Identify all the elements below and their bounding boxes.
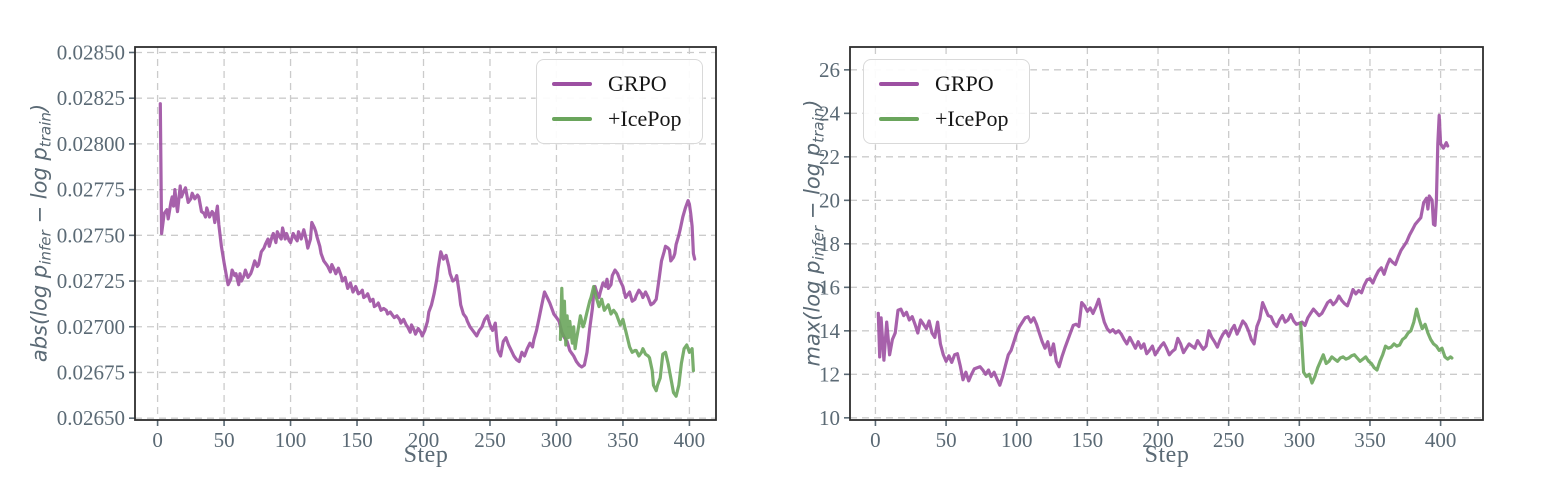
x-axis-label: Step: [403, 442, 449, 468]
svg-text:26: 26: [819, 58, 840, 82]
svg-text:200: 200: [408, 428, 440, 452]
plot-area-max: 0 50 100 150 200 250 300 350 400 10 12 14 16 18 20 22 24…: [819, 46, 1484, 452]
svg-text:24: 24: [819, 101, 841, 125]
grpo-line-swatch: [552, 81, 592, 87]
svg-text:0.02775: 0.02775: [57, 178, 125, 202]
legend-item-grpo: GRPO: [879, 73, 1009, 95]
svg-text:300: 300: [541, 428, 573, 452]
svg-text:20: 20: [819, 188, 840, 212]
svg-text:50: 50: [214, 428, 235, 452]
svg-text:0.02725: 0.02725: [57, 269, 125, 293]
svg-text:200: 200: [1142, 428, 1174, 452]
y-axis-label-abs: abs(log pinfer − log ptrain): [27, 103, 55, 363]
y-axis-label-max: max(log pinfer − log ptrain): [800, 99, 828, 367]
svg-text:10: 10: [819, 406, 840, 430]
icepop-line-swatch: [879, 116, 919, 122]
svg-text:150: 150: [341, 428, 373, 452]
icepop-line-swatch: [552, 116, 592, 122]
svg-text:100: 100: [1001, 428, 1033, 452]
svg-text:250: 250: [1213, 428, 1245, 452]
svg-text:0.02700: 0.02700: [57, 315, 125, 339]
legend-item-grpo: GRPO: [552, 73, 682, 95]
svg-text:0.02750: 0.02750: [57, 223, 125, 247]
svg-text:16: 16: [819, 275, 840, 299]
svg-text:12: 12: [819, 362, 840, 386]
legend-label-icepop: +IcePop: [608, 106, 682, 131]
svg-text:100: 100: [275, 428, 307, 452]
svg-text:300: 300: [1284, 428, 1316, 452]
svg-text:350: 350: [607, 428, 639, 452]
svg-text:0.02850: 0.02850: [57, 40, 125, 64]
legend: GRPO +IcePop: [863, 59, 1030, 144]
svg-text:50: 50: [936, 428, 957, 452]
grpo-line-swatch: [879, 81, 919, 87]
svg-text:150: 150: [1072, 428, 1104, 452]
svg-text:18: 18: [819, 232, 840, 256]
legend-item-icepop: +IcePop: [552, 108, 682, 130]
legend-label-grpo: GRPO: [935, 71, 994, 96]
svg-text:0.02675: 0.02675: [57, 360, 125, 384]
svg-text:250: 250: [474, 428, 506, 452]
svg-text:400: 400: [1425, 428, 1457, 452]
svg-text:14: 14: [819, 319, 841, 343]
legend: GRPO +IcePop: [536, 59, 703, 144]
svg-text:0: 0: [152, 428, 163, 452]
legend-label-grpo: GRPO: [608, 71, 667, 96]
svg-text:350: 350: [1354, 428, 1386, 452]
legend-label-icepop: +IcePop: [935, 106, 1009, 131]
chart-max-log-prob-deviation: 0 50 100 150 200 250 300 350 400 10 12 14 16 18 20 22 24…: [773, 0, 1546, 486]
svg-text:0.02800: 0.02800: [57, 132, 125, 156]
legend-item-icepop: +IcePop: [879, 108, 1009, 130]
chart-abs-log-prob-deviation: 0 50 100 150 200 250 300 350 400 0.02650 0.02675 0.…: [27, 40, 717, 468]
svg-text:0.02650: 0.02650: [57, 406, 125, 430]
svg-text:0.02825: 0.02825: [57, 86, 125, 110]
x-axis-label: Step: [1144, 442, 1190, 468]
svg-text:400: 400: [674, 428, 706, 452]
svg-text:22: 22: [819, 145, 840, 169]
svg-text:0: 0: [870, 428, 881, 452]
